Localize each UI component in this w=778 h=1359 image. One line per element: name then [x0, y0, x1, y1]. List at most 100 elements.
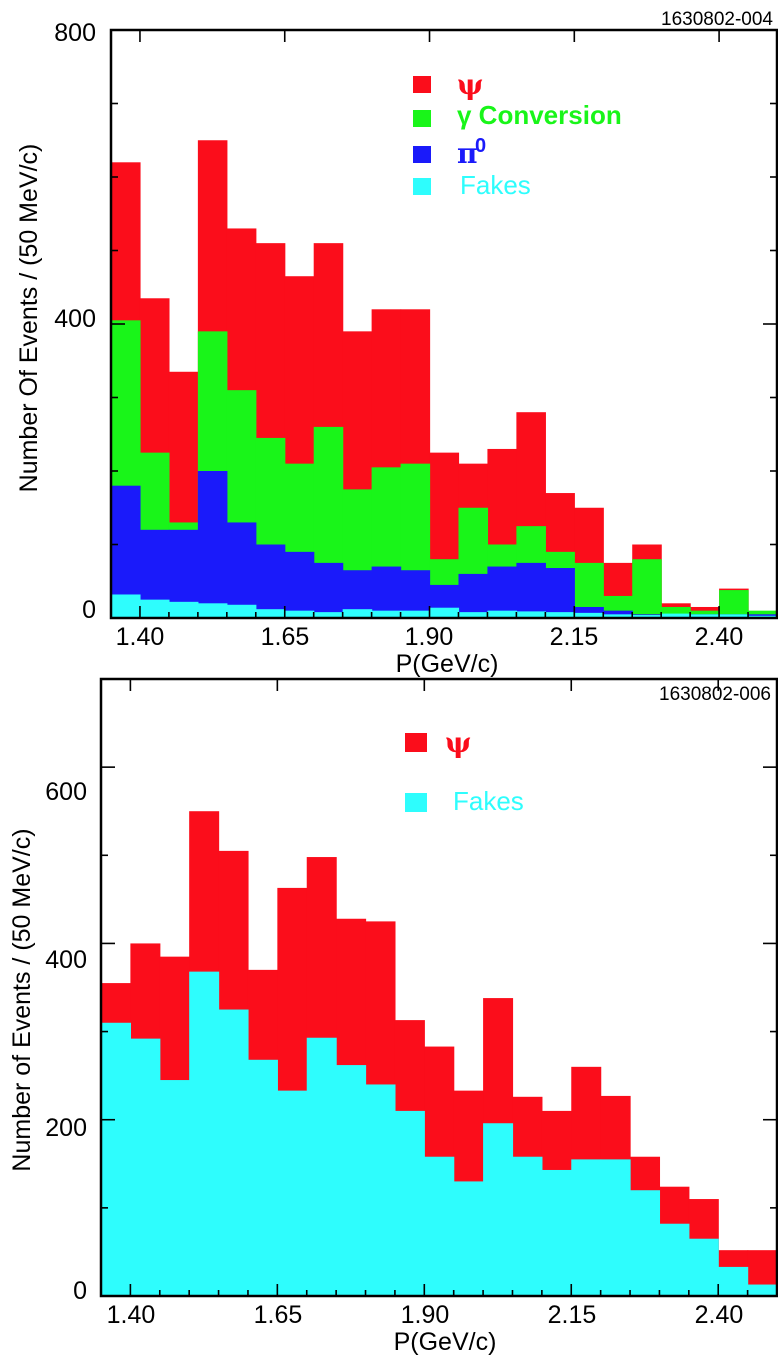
bottom-bar-fakes	[130, 1038, 161, 1296]
top-bar-fakes	[574, 612, 604, 618]
bottom-bar-fakes	[600, 1159, 631, 1296]
legend-label-gamma-conversion: γ Conversion	[457, 100, 622, 130]
top-bar-fakes	[168, 601, 199, 618]
legend-swatch-psi	[405, 733, 427, 752]
top-bar--0	[255, 544, 286, 618]
top-y-tick-label: 400	[54, 305, 96, 333]
top-bar-fakes	[661, 613, 691, 618]
legend-label-pi0: π	[457, 137, 478, 170]
bottom-y-tick-label: 600	[45, 778, 87, 806]
legend-label-fakes: Fakes	[460, 170, 531, 200]
top-plot-id: 1630802-004	[661, 9, 773, 30]
bottom-bar-fakes	[483, 1123, 514, 1296]
top-bar--0	[603, 610, 633, 618]
bottom-plot-id: 1630802-006	[659, 684, 771, 705]
top-bar--0	[313, 562, 344, 619]
top-bar-fakes	[111, 594, 141, 618]
top-bar-fakes	[545, 612, 575, 618]
bottom-bar-fakes	[159, 1080, 190, 1296]
top-bar-fakes	[284, 610, 315, 618]
bottom-plot-frame	[99, 677, 778, 1298]
bottom-axis-ticks	[101, 679, 778, 1297]
legend-swatch-fakes	[405, 793, 427, 812]
bottom-x-tick-label: 1.40	[107, 1301, 156, 1329]
top-bar--0	[487, 566, 517, 618]
top-legend: ψ γ Conversion π 0 Fakes	[413, 68, 622, 200]
legend-label-fakes: Fakes	[453, 786, 524, 816]
top-bar--conversion	[632, 559, 662, 618]
top-x-tick-label: 1.65	[261, 623, 310, 651]
top-histogram-bars	[111, 140, 778, 619]
top-bar--conversion	[748, 610, 778, 618]
bottom-bar-fakes	[247, 1059, 278, 1296]
top-axis-ticks	[111, 29, 778, 619]
bottom-bar-fakes	[218, 1009, 249, 1296]
top-x-tick-label: 1.90	[405, 623, 454, 651]
legend-label-pi0-superscript: 0	[475, 135, 486, 157]
top-bar-fakes	[690, 614, 720, 618]
bottom-bar-fakes	[336, 1065, 367, 1296]
bottom-x-tick-label: 1.90	[401, 1301, 450, 1329]
top-bar--0	[516, 562, 546, 619]
top-bar-fakes	[458, 612, 489, 618]
top-bar-fakes	[400, 610, 431, 618]
bottom-bar-fakes	[688, 1238, 719, 1296]
bottom-x-tick-label: 2.15	[548, 1301, 597, 1329]
legend-swatch-pi0	[413, 146, 431, 163]
top-bar-fakes	[719, 614, 749, 618]
top-bar-fakes	[313, 612, 344, 618]
top-bar--0	[197, 471, 228, 618]
top-bar--0	[284, 551, 315, 618]
top-bar-fakes	[342, 609, 373, 618]
bottom-panel: 1630802-006 600 400 200 0 1.40 1.65 1.90…	[8, 677, 778, 1356]
bottom-bar-fakes	[424, 1156, 455, 1296]
top-bar--0	[545, 568, 575, 618]
bottom-bar-fakes	[394, 1110, 425, 1296]
top-bar-fakes	[487, 610, 517, 618]
bottom-x-axis-label: P(GeV/c)	[394, 1328, 497, 1356]
legend-swatch-psi	[413, 76, 431, 93]
bottom-y-tick-label: 0	[73, 1277, 87, 1305]
bottom-bar-fakes	[277, 1090, 308, 1296]
bottom-bar-fakes	[512, 1156, 543, 1296]
legend-swatch-gamma-conversion	[413, 110, 431, 127]
bottom-y-tick-label: 400	[45, 946, 87, 974]
bottom-bar-fakes	[747, 1284, 778, 1296]
bottom-bar-fakes	[453, 1181, 484, 1296]
bottom-bar-fakes	[718, 1266, 749, 1296]
top-bar--0	[458, 573, 489, 618]
top-bar--0	[400, 570, 431, 618]
bottom-bar-fakes	[101, 1022, 131, 1296]
top-bar--conversion	[719, 590, 749, 618]
bottom-bar-fakes	[541, 1169, 572, 1296]
top-bar--0	[371, 566, 402, 618]
top-y-tick-label: 0	[82, 596, 96, 624]
top-panel: 1630802-004 800 400 0 1.40 1.65 1.90 2.1…	[15, 9, 778, 678]
bottom-y-tick-label: 200	[45, 1114, 87, 1142]
top-bar-fakes	[429, 607, 460, 618]
bottom-bar-fakes	[630, 1190, 661, 1296]
bottom-bar-fakes	[306, 1037, 337, 1296]
bottom-bar-fakes	[189, 971, 220, 1296]
top-bar-fakes	[632, 615, 662, 618]
top-bar-fakes	[197, 603, 228, 618]
top-x-tick-label: 2.40	[695, 623, 744, 651]
top-bar--0	[574, 606, 604, 618]
top-x-axis-label: P(GeV/c)	[396, 650, 499, 678]
bottom-bar-fakes	[659, 1223, 690, 1296]
top-bar--conversion	[690, 610, 720, 618]
legend-label-psi: ψ	[445, 726, 471, 759]
top-bar-fakes	[139, 599, 170, 619]
top-bar-fakes	[516, 611, 546, 618]
top-y-tick-label: 800	[54, 19, 96, 47]
bottom-x-tick-label: 2.40	[695, 1301, 744, 1329]
top-bar--conversion	[661, 606, 691, 618]
bottom-bar-fakes	[365, 1084, 396, 1296]
top-x-tick-label: 1.40	[116, 623, 165, 651]
top-bar-fakes	[603, 614, 633, 618]
top-bar-fakes	[226, 604, 257, 618]
top-y-axis-label: Number Of Events / (50 MeV/c)	[15, 144, 43, 493]
top-bar--0	[226, 522, 257, 618]
legend-label-psi: ψ	[457, 68, 483, 101]
